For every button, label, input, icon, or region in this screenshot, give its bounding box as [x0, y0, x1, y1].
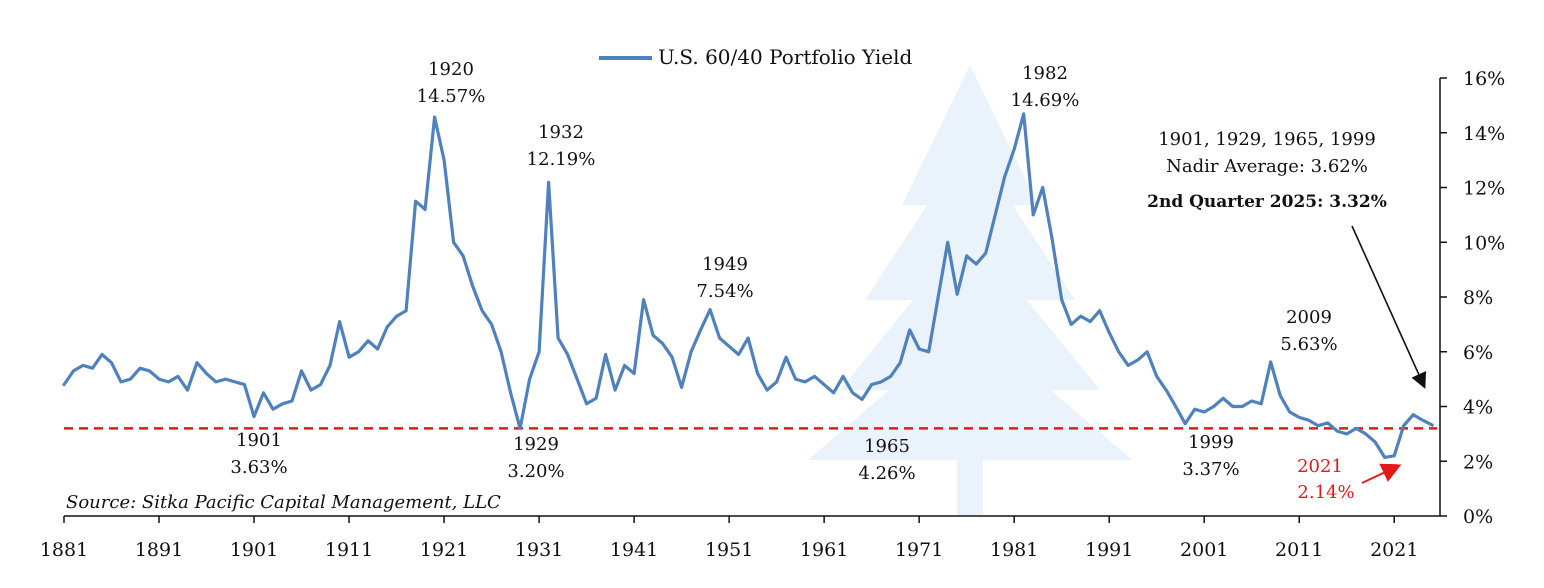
x-tick-label-1901: 1901 [230, 539, 278, 561]
x-tick-label-1881: 1881 [40, 539, 88, 561]
annotation-1949-value: 7.54% [696, 281, 753, 302]
legend-label: U.S. 60/40 Portfolio Yield [658, 45, 912, 69]
tree-watermark [808, 65, 1132, 515]
low-2021-arrow [1361, 463, 1402, 484]
nadir-note-line1: 1901, 1929, 1965, 1999 [1158, 129, 1376, 150]
y-axis-ticks: 0% 2% 4% 6% 8% 10% 12% 14% 16% [1440, 68, 1505, 528]
annotation-1901-year: 1901 [236, 430, 282, 451]
x-tick-label-1961: 1961 [800, 539, 848, 561]
annotation-1999-year: 1999 [1188, 432, 1234, 453]
series-layer [62, 112, 1434, 459]
x-tick-label-1921: 1921 [420, 539, 468, 561]
x-tick-label-1991: 1991 [1085, 539, 1133, 561]
x-tick-label-2001: 2001 [1180, 539, 1228, 561]
nadir-note-line2: Nadir Average: 3.62% [1166, 156, 1368, 177]
current-yield-arrow [1351, 225, 1427, 389]
x-tick-label-1941: 1941 [610, 539, 658, 561]
x-tick-label-1931: 1931 [515, 539, 563, 561]
annotation-1965-year: 1965 [864, 436, 910, 457]
annotation-1920-value: 14.57% [417, 86, 486, 107]
annotation-1901-value: 3.63% [230, 457, 287, 478]
annotation-1982-year: 1982 [1022, 63, 1068, 84]
x-tick-label-2021: 2021 [1370, 539, 1418, 561]
annotation-1965-value: 4.26% [858, 463, 915, 484]
x-tick-label-1951: 1951 [705, 539, 753, 561]
annotation-1920-year: 1920 [428, 59, 474, 80]
x-tick-label-1891: 1891 [135, 539, 183, 561]
y-tick-label-4: 4% [1463, 397, 1493, 419]
x-tick-label-1971: 1971 [895, 539, 943, 561]
annotation-2021-year: 2021 [1297, 456, 1343, 477]
annotation-1932-year: 1932 [538, 122, 584, 143]
y-tick-label-0: 0% [1463, 506, 1493, 528]
x-tick-label-1981: 1981 [990, 539, 1038, 561]
annotation-2009-value: 5.63% [1280, 334, 1337, 355]
y-tick-label-6: 6% [1463, 342, 1493, 364]
annotation-2021-value: 2.14% [1297, 482, 1354, 503]
annotation-1949-year: 1949 [702, 254, 748, 275]
y-tick-label-16: 16% [1463, 68, 1505, 90]
x-axis-ticks: 1881 1891 1901 1911 1921 1931 1941 1951 1961 1971… [40, 516, 1418, 561]
x-tick-label-1911: 1911 [325, 539, 373, 561]
y-tick-label-12: 12% [1463, 178, 1505, 200]
y-tick-label-8: 8% [1463, 287, 1493, 309]
annotation-1929-value: 3.20% [507, 461, 564, 482]
source-note: Source: Sitka Pacific Capital Management… [66, 492, 501, 513]
y-tick-label-2: 2% [1463, 451, 1493, 473]
annotation-1999-value: 3.37% [1182, 459, 1239, 480]
annotation-1929-year: 1929 [513, 434, 559, 455]
legend: U.S. 60/40 Portfolio Yield [599, 45, 912, 69]
series-line-0 [62, 112, 1434, 459]
annotation-2009-year: 2009 [1286, 307, 1332, 328]
annotation-1932-value: 12.19% [527, 149, 596, 170]
annotation-1982-value: 14.69% [1011, 90, 1080, 111]
x-tick-label-2011: 2011 [1275, 539, 1323, 561]
current-yield-note: 2nd Quarter 2025: 3.32% [1147, 192, 1387, 212]
y-tick-label-14: 14% [1463, 123, 1505, 145]
annotations: 1920 14.57% 1932 12.19% 1949 7.54% 1982 … [230, 59, 1427, 503]
y-tick-label-10: 10% [1463, 232, 1505, 254]
